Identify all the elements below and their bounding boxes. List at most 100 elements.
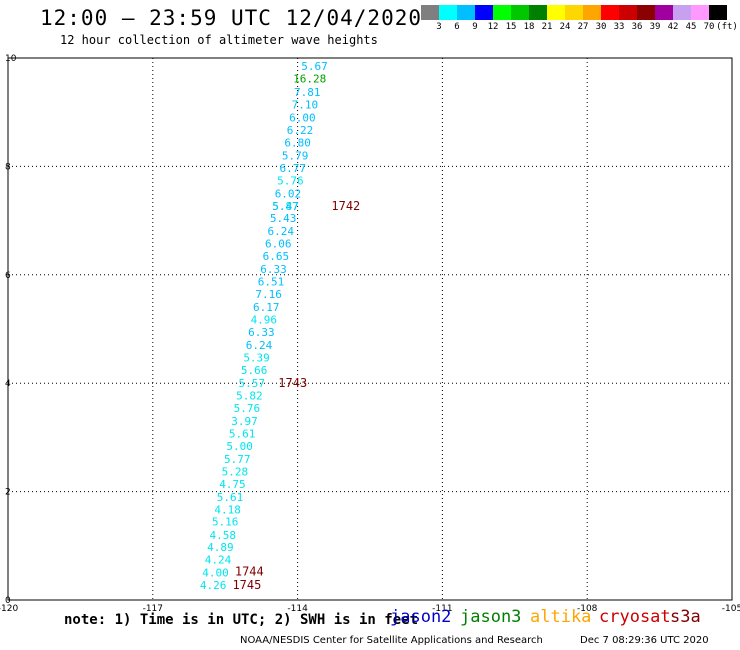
color-swatch bbox=[565, 5, 583, 20]
wave-height-label: 6.22 bbox=[287, 124, 314, 137]
x-tick-label: -114 bbox=[287, 604, 308, 614]
color-swatch bbox=[637, 5, 655, 20]
wave-height-label: 5.61 bbox=[217, 491, 244, 504]
generated-timestamp: Dec 7 08:29:36 UTC 2020 bbox=[580, 635, 709, 646]
color-scale-label: 45 bbox=[685, 22, 697, 32]
credit-line: NOAA/NESDIS Center for Satellite Applica… bbox=[240, 635, 543, 646]
color-scale-label: 15 bbox=[505, 22, 517, 32]
wave-height-label: 6.33 bbox=[260, 263, 287, 276]
color-scale-label: 33 bbox=[613, 22, 625, 32]
pass-time-label: 1743 bbox=[278, 376, 307, 390]
wave-height-label: 6.00 bbox=[289, 111, 316, 124]
x-tick-label: -108 bbox=[577, 604, 598, 614]
wave-height-label: 5.47 bbox=[272, 200, 299, 213]
map-title: 12:00 – 23:59 UTC 12/04/2020 bbox=[40, 6, 423, 30]
wave-height-label: 5.82 bbox=[236, 389, 263, 402]
wave-height-label: 16.28 bbox=[293, 72, 326, 85]
wave-height-label: 6.51 bbox=[258, 276, 285, 289]
color-swatch bbox=[511, 5, 529, 20]
satellite-name: altika bbox=[530, 607, 592, 627]
color-scale-label: 70 bbox=[703, 22, 715, 32]
wave-height-label: 5.00 bbox=[226, 440, 253, 453]
color-scale-label: 42 bbox=[667, 22, 679, 32]
wave-height-label: 4.18 bbox=[214, 503, 241, 516]
color-scale-label: 36 bbox=[631, 22, 643, 32]
wave-height-label: 6.33 bbox=[248, 326, 275, 339]
map-subtitle: 12 hour collection of altimeter wave hei… bbox=[60, 33, 378, 47]
wave-height-label: 5.67 bbox=[301, 60, 328, 73]
color-swatch bbox=[619, 5, 637, 20]
satellite-name: jason2 bbox=[390, 607, 452, 627]
color-swatch bbox=[475, 5, 493, 20]
color-swatch bbox=[439, 5, 457, 20]
color-scale-label: 27 bbox=[577, 22, 589, 32]
color-swatch bbox=[655, 5, 673, 20]
pass-time-label: 1742 bbox=[331, 199, 360, 213]
wave-height-label: 5.39 bbox=[243, 352, 270, 365]
y-tick-label: 0 bbox=[5, 596, 11, 606]
wave-height-label: 4.24 bbox=[205, 554, 232, 567]
pass-time-label: 1745 bbox=[232, 578, 261, 592]
color-scale-label: 21 bbox=[541, 22, 553, 32]
pass-time-label: 1744 bbox=[235, 565, 264, 579]
x-tick-label: -117 bbox=[143, 604, 163, 614]
wave-height-label: 6.24 bbox=[267, 225, 294, 238]
satellite-name: jason3 bbox=[460, 607, 522, 627]
wave-height-label: 6.06 bbox=[265, 238, 292, 251]
wave-height-label: 4.75 bbox=[219, 478, 246, 491]
wave-height-label: 6.24 bbox=[246, 339, 273, 352]
satellite-name: cryosat bbox=[599, 607, 671, 627]
color-swatch bbox=[421, 5, 439, 20]
color-swatch bbox=[601, 5, 619, 20]
color-swatch bbox=[529, 5, 547, 20]
map-frame bbox=[7, 57, 733, 601]
wave-height-label: 7.10 bbox=[292, 98, 319, 111]
wave-height-label: 6.80 bbox=[284, 136, 311, 149]
y-tick-label: 10 bbox=[5, 54, 17, 64]
color-scale-label: 6 bbox=[454, 22, 460, 32]
y-tick-label: 6 bbox=[5, 271, 11, 281]
color-scale-label: (ft) bbox=[716, 22, 738, 32]
wave-height-label: 7.16 bbox=[255, 288, 282, 301]
wave-height-label: 5.76 bbox=[234, 402, 261, 415]
wave-height-label: 6.02 bbox=[275, 187, 302, 200]
satellite-name: s3a bbox=[670, 607, 701, 627]
wave-height-label: 6.17 bbox=[253, 301, 280, 314]
color-scale-label: 12 bbox=[487, 22, 499, 32]
wave-height-label: 4.58 bbox=[210, 529, 237, 542]
wave-height-label: 5.43 bbox=[270, 212, 297, 225]
wave-height-label: 5.87 bbox=[272, 200, 299, 213]
y-tick-label: 4 bbox=[5, 379, 11, 389]
wave-height-label: 5.61 bbox=[229, 427, 256, 440]
y-tick-label: 8 bbox=[5, 162, 11, 172]
footer-note: note: 1) Time is in UTC; 2) SWH is in fe… bbox=[64, 612, 419, 628]
color-scale-label: 18 bbox=[523, 22, 535, 32]
color-swatch bbox=[709, 5, 727, 20]
color-scale-label: 39 bbox=[649, 22, 661, 32]
color-swatch bbox=[493, 5, 511, 20]
y-tick-label: 2 bbox=[5, 488, 11, 498]
wave-height-label: 5.79 bbox=[282, 149, 309, 162]
wave-height-label: 4.96 bbox=[251, 314, 278, 327]
color-scale-label: 30 bbox=[595, 22, 607, 32]
x-tick-label: -105 bbox=[722, 604, 740, 614]
color-swatch bbox=[583, 5, 601, 20]
x-tick-label: -111 bbox=[432, 604, 452, 614]
wave-height-label: 5.57 bbox=[238, 377, 265, 390]
wave-height-label: 4.89 bbox=[207, 541, 234, 554]
color-scale-label: 24 bbox=[559, 22, 571, 32]
wave-height-label: 5.28 bbox=[222, 465, 249, 478]
color-swatch bbox=[457, 5, 475, 20]
color-scale-legend bbox=[421, 5, 727, 20]
wave-height-label: 5.16 bbox=[212, 516, 239, 529]
wave-height-label: 4.26 bbox=[200, 579, 227, 592]
wave-height-label: 5.77 bbox=[224, 453, 251, 466]
wave-height-label: 3.97 bbox=[231, 415, 258, 428]
color-scale-label: 9 bbox=[472, 22, 478, 32]
wave-height-label: 6.65 bbox=[263, 250, 290, 263]
x-tick-label: -120 bbox=[0, 604, 18, 614]
wave-height-label: 6.77 bbox=[280, 162, 307, 175]
color-swatch bbox=[673, 5, 691, 20]
color-swatch bbox=[691, 5, 709, 20]
